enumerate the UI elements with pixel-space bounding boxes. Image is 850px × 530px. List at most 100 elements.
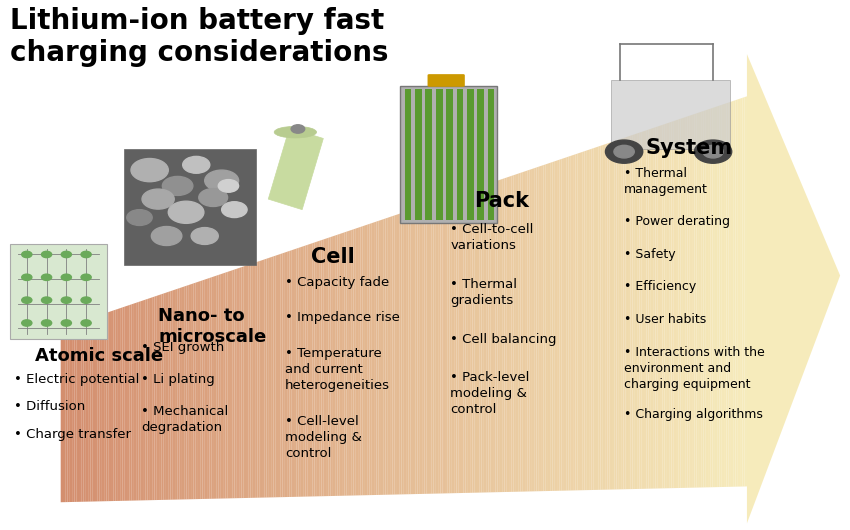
Circle shape xyxy=(703,145,723,158)
Polygon shape xyxy=(308,244,310,497)
Polygon shape xyxy=(111,311,113,501)
Polygon shape xyxy=(619,139,621,489)
Text: Lithium-ion battery fast
charging considerations: Lithium-ion battery fast charging consid… xyxy=(10,7,388,67)
Polygon shape xyxy=(513,174,516,492)
Circle shape xyxy=(191,227,218,244)
Polygon shape xyxy=(393,215,394,494)
Polygon shape xyxy=(274,255,275,497)
Polygon shape xyxy=(628,136,631,489)
Text: • User habits: • User habits xyxy=(624,313,706,326)
Polygon shape xyxy=(106,312,109,501)
Polygon shape xyxy=(742,97,745,487)
Polygon shape xyxy=(463,191,466,493)
Polygon shape xyxy=(394,215,397,494)
Polygon shape xyxy=(445,198,447,493)
Polygon shape xyxy=(431,202,434,494)
Polygon shape xyxy=(616,139,619,489)
FancyBboxPatch shape xyxy=(436,90,443,220)
Polygon shape xyxy=(209,277,212,499)
Polygon shape xyxy=(539,166,541,491)
Polygon shape xyxy=(127,305,129,501)
Polygon shape xyxy=(141,301,143,500)
Polygon shape xyxy=(122,307,125,501)
Polygon shape xyxy=(697,112,699,488)
Circle shape xyxy=(61,297,71,303)
Polygon shape xyxy=(148,298,150,500)
Polygon shape xyxy=(374,222,377,495)
Polygon shape xyxy=(179,287,182,499)
Polygon shape xyxy=(105,313,106,501)
Polygon shape xyxy=(662,124,665,488)
Polygon shape xyxy=(738,99,740,487)
Polygon shape xyxy=(370,223,371,495)
Polygon shape xyxy=(333,235,335,496)
Polygon shape xyxy=(134,303,136,500)
Polygon shape xyxy=(482,185,484,492)
Polygon shape xyxy=(468,190,470,493)
Polygon shape xyxy=(150,297,152,500)
Text: • Thermal
management: • Thermal management xyxy=(624,167,708,197)
Polygon shape xyxy=(275,255,278,497)
Circle shape xyxy=(61,251,71,258)
Polygon shape xyxy=(642,131,644,489)
Polygon shape xyxy=(298,247,301,497)
Polygon shape xyxy=(502,178,504,492)
Text: System: System xyxy=(645,138,733,158)
Polygon shape xyxy=(708,109,711,487)
Polygon shape xyxy=(324,238,326,496)
Polygon shape xyxy=(365,225,367,495)
Polygon shape xyxy=(678,119,681,488)
Polygon shape xyxy=(525,171,527,491)
Polygon shape xyxy=(639,132,642,489)
Polygon shape xyxy=(404,211,406,494)
Polygon shape xyxy=(665,123,667,488)
Polygon shape xyxy=(580,152,582,490)
Circle shape xyxy=(142,189,174,209)
Polygon shape xyxy=(658,126,660,489)
Text: • Impedance rise: • Impedance rise xyxy=(286,312,400,324)
Polygon shape xyxy=(246,265,248,498)
Circle shape xyxy=(42,297,52,303)
Polygon shape xyxy=(454,195,456,493)
Text: • Capacity fade: • Capacity fade xyxy=(286,276,389,288)
Polygon shape xyxy=(429,203,431,494)
Polygon shape xyxy=(239,267,241,498)
Polygon shape xyxy=(280,253,282,497)
Polygon shape xyxy=(218,274,221,499)
Polygon shape xyxy=(518,173,520,492)
Polygon shape xyxy=(632,134,635,489)
Circle shape xyxy=(42,274,52,280)
Polygon shape xyxy=(354,228,356,496)
Polygon shape xyxy=(689,115,692,488)
Polygon shape xyxy=(312,242,314,497)
Polygon shape xyxy=(638,132,639,489)
Polygon shape xyxy=(475,188,477,493)
Polygon shape xyxy=(223,272,225,499)
Polygon shape xyxy=(532,168,534,491)
Circle shape xyxy=(61,320,71,326)
Polygon shape xyxy=(255,262,258,498)
Polygon shape xyxy=(317,241,320,497)
Polygon shape xyxy=(251,263,252,498)
Polygon shape xyxy=(651,128,653,489)
Polygon shape xyxy=(386,218,388,495)
Polygon shape xyxy=(541,165,543,491)
Polygon shape xyxy=(694,113,697,488)
Polygon shape xyxy=(320,240,321,496)
Circle shape xyxy=(61,274,71,280)
Polygon shape xyxy=(496,181,497,492)
Polygon shape xyxy=(593,147,596,490)
Polygon shape xyxy=(717,105,719,487)
Polygon shape xyxy=(120,307,122,501)
Polygon shape xyxy=(363,225,365,496)
Polygon shape xyxy=(497,180,500,492)
Polygon shape xyxy=(552,161,555,491)
Polygon shape xyxy=(303,245,305,497)
Polygon shape xyxy=(486,184,489,492)
Polygon shape xyxy=(466,191,468,493)
Polygon shape xyxy=(674,120,676,488)
Polygon shape xyxy=(596,147,598,490)
Polygon shape xyxy=(473,188,475,493)
Polygon shape xyxy=(612,141,615,490)
Polygon shape xyxy=(342,232,344,496)
